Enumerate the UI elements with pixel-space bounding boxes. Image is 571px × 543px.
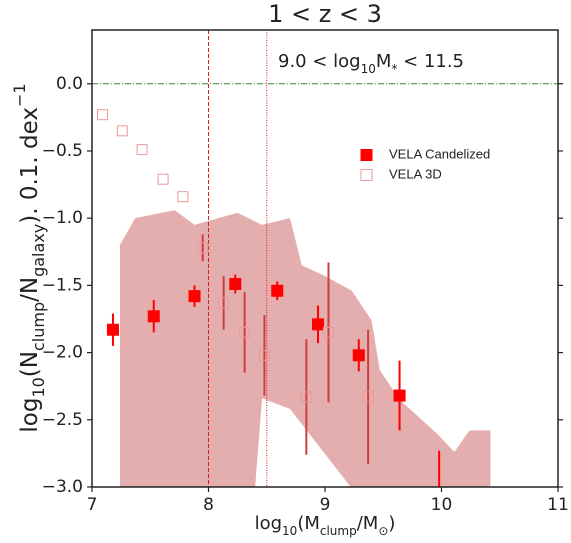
marker — [239, 326, 251, 338]
y-axis-label-part: 10 — [29, 377, 48, 397]
y-axis-label-part: log — [17, 398, 43, 433]
legend-marker — [360, 149, 373, 161]
marker — [322, 326, 334, 338]
x-tick-label: 7 — [87, 495, 98, 515]
x-axis-label: log10(Mclump/M⊙) — [255, 513, 396, 538]
plot-area — [92, 30, 558, 487]
marker — [116, 125, 128, 137]
x-axis-label-part: ) — [388, 513, 395, 534]
chart-title: 1 < z < 3 — [268, 0, 382, 28]
y-tick-label: 0.0 — [56, 74, 83, 94]
annotation-part: < 11.5 — [397, 51, 464, 72]
x-axis-label-part: /M — [357, 513, 379, 534]
annotation: 9.0 < log10M* < 11.5 — [278, 51, 464, 76]
marker — [271, 284, 284, 297]
legend-label: VELA Candelized — [389, 146, 490, 161]
annotation-part: 9.0 < log — [278, 51, 361, 72]
marker — [300, 391, 312, 403]
y-axis-label-part: ). 0.1. dex — [17, 107, 43, 224]
y-tick-label: −2.5 — [42, 410, 83, 430]
annotation-part: * — [391, 62, 397, 76]
marker — [96, 109, 108, 121]
shaded-band — [119, 210, 491, 487]
annotation-part: 10 — [361, 62, 376, 76]
marker — [197, 242, 209, 254]
legend-marker — [360, 169, 373, 181]
marker — [229, 278, 242, 291]
marker — [177, 191, 189, 203]
marker — [312, 318, 325, 331]
y-tick-label: −1.5 — [42, 275, 83, 295]
marker — [147, 310, 160, 323]
x-axis-label-part: (M — [297, 513, 320, 534]
x-tick-label: 9 — [320, 495, 331, 515]
x-axis-label-part: 10 — [282, 524, 297, 538]
marker — [157, 173, 169, 185]
y-axis-label: log10(Nclump/Ngalaxy). 0.1. dex−1 — [10, 83, 48, 432]
y-tick-label: −1.0 — [42, 208, 83, 228]
marker — [352, 349, 365, 362]
y-axis-label-part: −1 — [10, 83, 29, 107]
legend-label: VELA 3D — [389, 166, 442, 181]
x-tick-label: 8 — [203, 495, 214, 515]
y-axis-label-part: clump — [29, 302, 48, 351]
x-axis-label-part: log — [255, 513, 282, 534]
y-tick-label: −2.0 — [42, 343, 83, 363]
marker — [258, 349, 270, 361]
y-tick-label: −0.5 — [42, 141, 83, 161]
x-axis-label-part: clump — [320, 524, 357, 538]
marker — [218, 297, 230, 309]
x-axis-label-part: ⊙ — [378, 524, 388, 538]
marker — [188, 290, 201, 303]
marker — [106, 323, 119, 336]
marker — [136, 144, 148, 156]
annotation-part: M — [376, 51, 392, 72]
marker — [393, 389, 406, 402]
marker — [362, 391, 374, 403]
x-tick-label: 10 — [431, 495, 453, 515]
x-tick-label: 11 — [547, 495, 569, 515]
y-tick-label: −3.0 — [42, 477, 83, 497]
y-axis-label-part: (N — [17, 351, 43, 377]
y-axis-label-part: /N — [17, 277, 43, 302]
y-axis-label-part: galaxy — [29, 224, 48, 277]
